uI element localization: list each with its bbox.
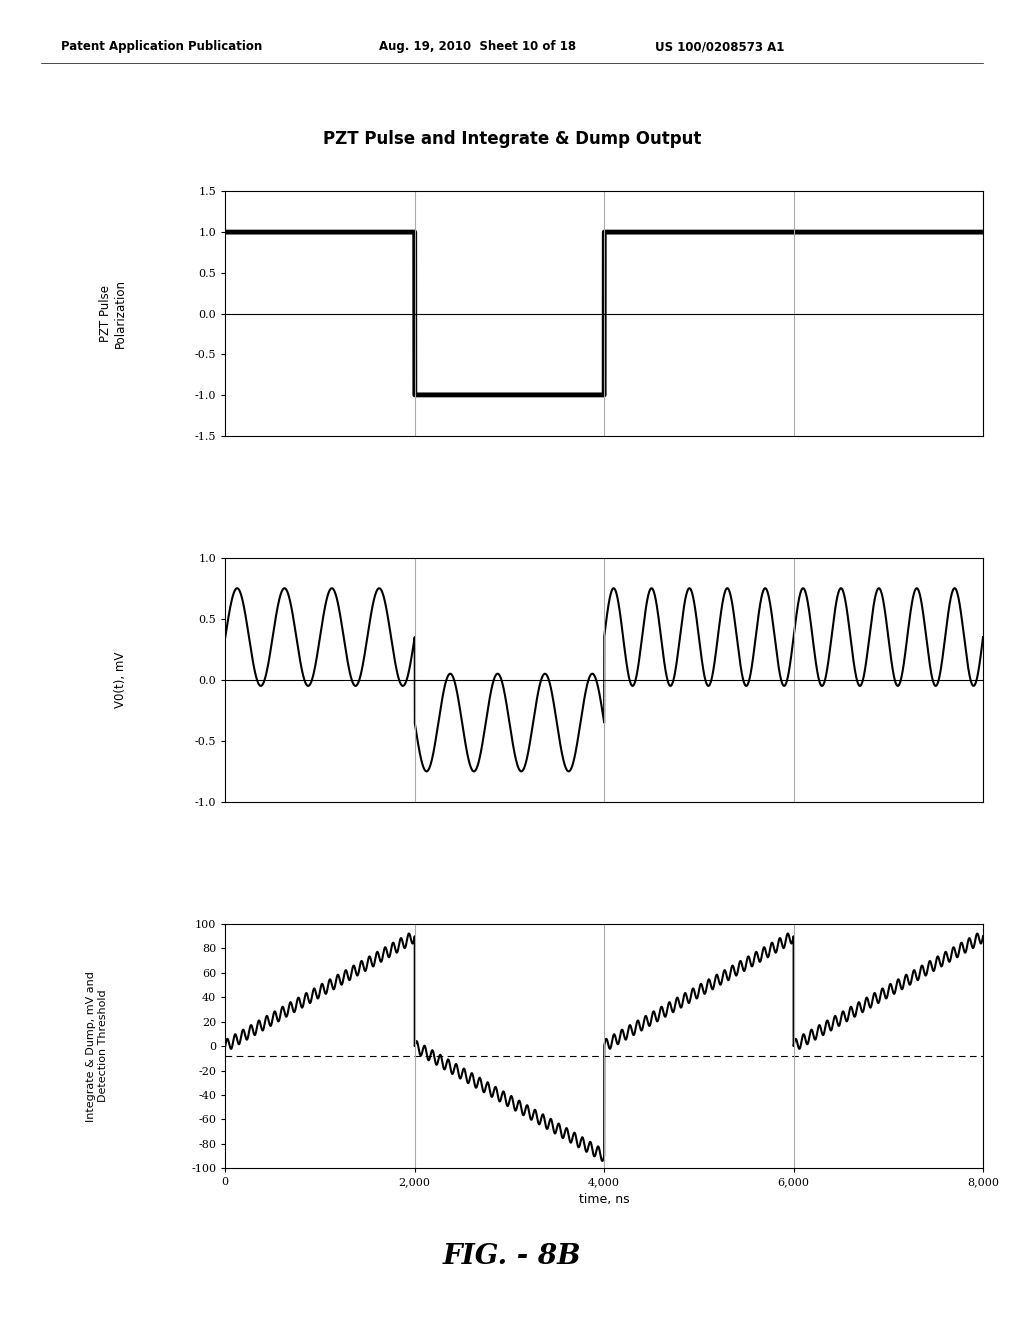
Y-axis label: V0(t), mV: V0(t), mV xyxy=(114,652,127,708)
Y-axis label: Integrate & Dump, mV and
Detection Threshold: Integrate & Dump, mV and Detection Thres… xyxy=(86,970,108,1122)
Text: Patent Application Publication: Patent Application Publication xyxy=(61,40,263,53)
X-axis label: time, ns: time, ns xyxy=(579,1193,630,1205)
Text: PZT Pulse and Integrate & Dump Output: PZT Pulse and Integrate & Dump Output xyxy=(323,129,701,148)
Y-axis label: PZT Pulse
Polarization: PZT Pulse Polarization xyxy=(98,279,127,348)
Text: US 100/0208573 A1: US 100/0208573 A1 xyxy=(655,40,784,53)
Text: FIG. - 8B: FIG. - 8B xyxy=(442,1243,582,1270)
Text: Aug. 19, 2010  Sheet 10 of 18: Aug. 19, 2010 Sheet 10 of 18 xyxy=(379,40,577,53)
